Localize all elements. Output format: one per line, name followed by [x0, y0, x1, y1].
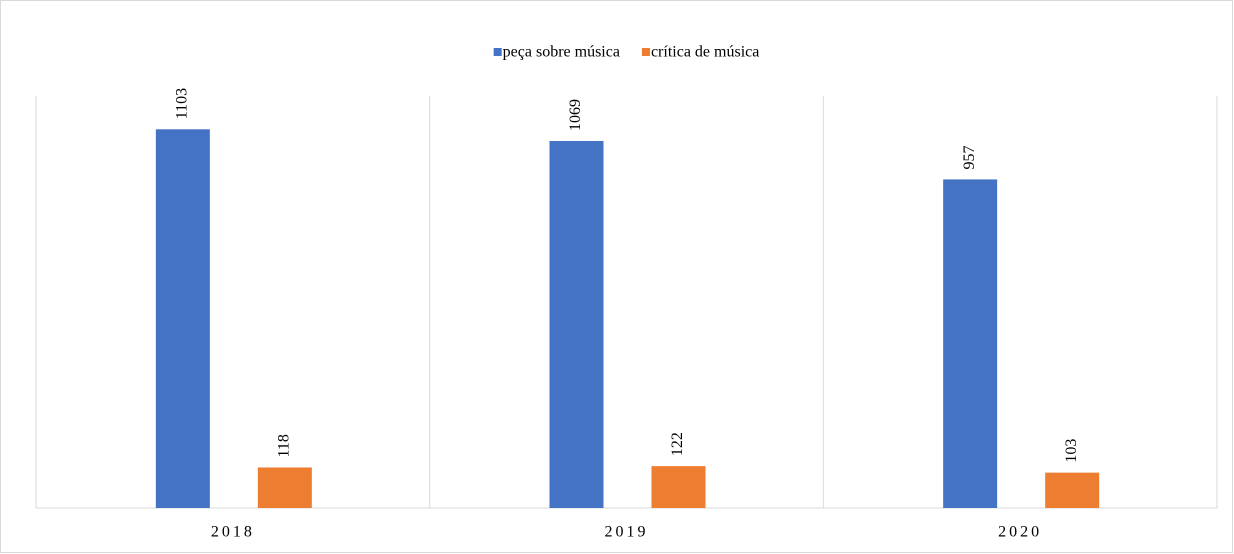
data-label: 118 — [276, 434, 293, 457]
data-label: 957 — [961, 145, 978, 169]
bar — [651, 466, 706, 508]
legend-label: crítica de música — [651, 44, 759, 61]
bar — [549, 140, 604, 508]
legend-swatch — [641, 48, 650, 56]
legend-swatch — [493, 48, 502, 56]
x-tick-label: 2018 — [211, 524, 255, 541]
data-label: 103 — [1063, 439, 1080, 463]
legend: peça sobre música crítica de música — [493, 44, 759, 61]
data-label: 1069 — [567, 99, 584, 131]
x-tick-label: 2020 — [998, 524, 1042, 541]
bar — [257, 467, 312, 508]
bar — [1045, 472, 1100, 508]
data-label: 122 — [669, 432, 686, 456]
data-label: 1103 — [174, 88, 191, 119]
legend-label: peça sobre música — [503, 44, 620, 61]
bar — [155, 129, 210, 508]
bar — [943, 179, 998, 508]
x-tick-label: 2019 — [605, 524, 649, 541]
